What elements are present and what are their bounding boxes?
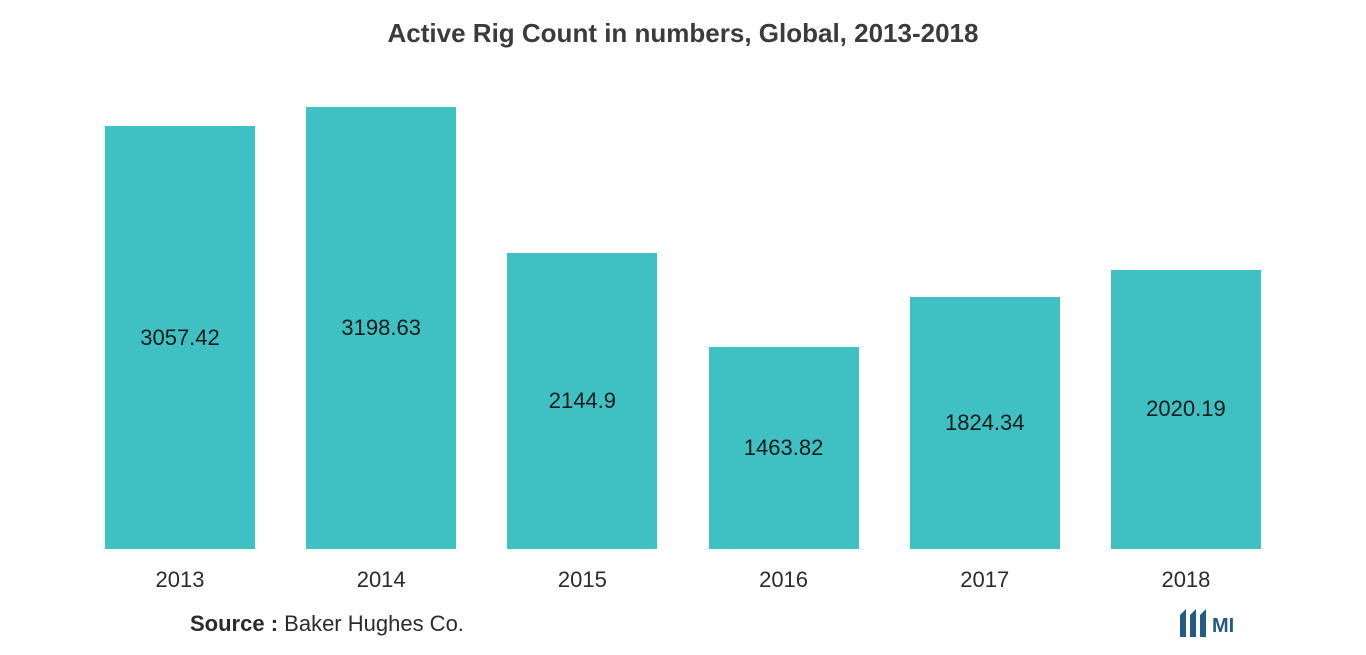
bar-group: 1824.34 <box>895 297 1075 549</box>
bar-group: 3198.63 <box>291 107 471 549</box>
bar: 3198.63 <box>306 107 456 549</box>
chart-container: Active Rig Count in numbers, Global, 201… <box>0 0 1366 655</box>
x-axis-label: 2017 <box>895 567 1075 593</box>
bar-value-label: 1463.82 <box>744 435 824 461</box>
svg-text:MI: MI <box>1212 615 1234 637</box>
bar-group: 3057.42 <box>90 126 270 549</box>
source-text: Baker Hughes Co. <box>284 611 464 636</box>
x-axis-labels: 2013 2014 2015 2016 2017 2018 <box>70 567 1296 593</box>
x-axis-label: 2015 <box>492 567 672 593</box>
bar: 2020.19 <box>1111 270 1261 549</box>
brand-logo-icon: MI <box>1178 607 1246 641</box>
x-axis-label: 2014 <box>291 567 471 593</box>
bar: 3057.42 <box>105 126 255 549</box>
source-attribution: Source : Baker Hughes Co. <box>190 611 464 637</box>
bar: 1824.34 <box>910 297 1060 549</box>
bar-value-label: 1824.34 <box>945 410 1025 436</box>
source-label: Source : <box>190 611 278 636</box>
chart-footer: Source : Baker Hughes Co. MI <box>70 593 1296 641</box>
bar-value-label: 2020.19 <box>1146 396 1226 422</box>
bar-group: 2020.19 <box>1096 270 1276 549</box>
bar: 1463.82 <box>709 347 859 549</box>
x-axis-label: 2018 <box>1096 567 1276 593</box>
bar-group: 1463.82 <box>694 347 874 549</box>
bar-value-label: 2144.9 <box>549 388 616 414</box>
bar-value-label: 3198.63 <box>341 315 421 341</box>
bar: 2144.9 <box>507 253 657 550</box>
chart-plot-area: 3057.42 3198.63 2144.9 1463.82 1824.34 2… <box>70 79 1296 549</box>
bar-group: 2144.9 <box>492 253 672 550</box>
x-axis-label: 2013 <box>90 567 270 593</box>
chart-title: Active Rig Count in numbers, Global, 201… <box>70 18 1296 49</box>
bar-value-label: 3057.42 <box>140 325 220 351</box>
x-axis-label: 2016 <box>694 567 874 593</box>
